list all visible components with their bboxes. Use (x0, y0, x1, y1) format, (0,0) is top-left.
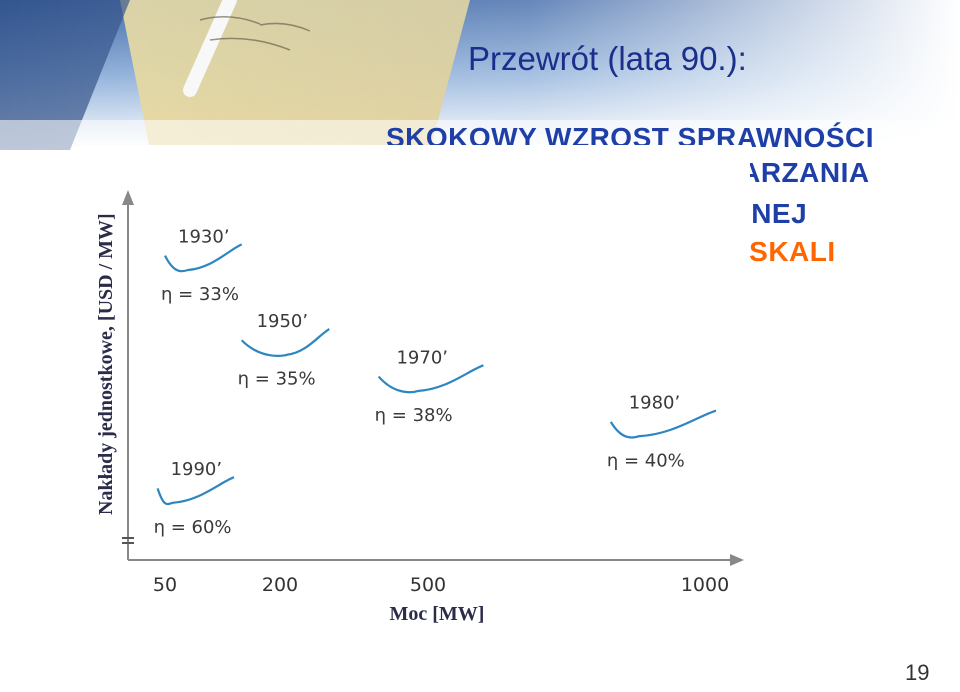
page-number: 19 (905, 660, 930, 685)
curve-year-label: 1930’ (178, 226, 230, 247)
x-axis-title: Moc [MW] (390, 603, 485, 625)
x-tick-label: 500 (410, 574, 446, 596)
y-axis-title: Nakłady jednostkowe, [USD / MW] (95, 213, 117, 515)
x-tick-labels: 50 200 500 1000 (153, 574, 729, 596)
curve-efficiency-label: η = 38% (375, 405, 453, 426)
curve-year-label: 1950’ (257, 311, 309, 332)
cost-curve (164, 243, 243, 273)
x-axis-arrow (730, 554, 744, 566)
y-axis-arrow (122, 190, 134, 205)
x-tick-label: 1000 (681, 574, 729, 596)
curve-efficiency-label: η = 35% (238, 369, 316, 390)
slide-title: Przewrót (lata 90.): (468, 40, 747, 77)
curve-year-label: 1990’ (171, 459, 223, 480)
curve-year-label: 1970’ (396, 347, 448, 368)
curve-year-label: 1980’ (629, 393, 681, 414)
cost-curve-group: 1980’ η = 40% (607, 393, 717, 471)
cost-curve-group: 1930’ η = 33% (161, 226, 243, 305)
curve-efficiency-label: η = 40% (607, 450, 685, 471)
cost-curve (156, 476, 235, 506)
cost-curve-group: 1970’ η = 38% (375, 347, 484, 426)
cost-curve-group: 1990’ η = 60% (154, 459, 235, 538)
cost-curves: 1930’ η = 33% 1950’ η = 35% 1970’ η = 38% 1980… (154, 226, 717, 538)
curve-efficiency-label: η = 60% (154, 517, 232, 538)
cost-curve-group: 1950’ η = 35% (238, 311, 330, 390)
cost-curve (240, 328, 330, 357)
x-tick-label: 200 (262, 574, 298, 596)
chart-panel (82, 145, 750, 623)
cost-curve (609, 409, 717, 439)
curve-efficiency-label: η = 33% (161, 284, 239, 305)
x-tick-label: 50 (153, 574, 177, 596)
cost-curve (377, 364, 484, 394)
